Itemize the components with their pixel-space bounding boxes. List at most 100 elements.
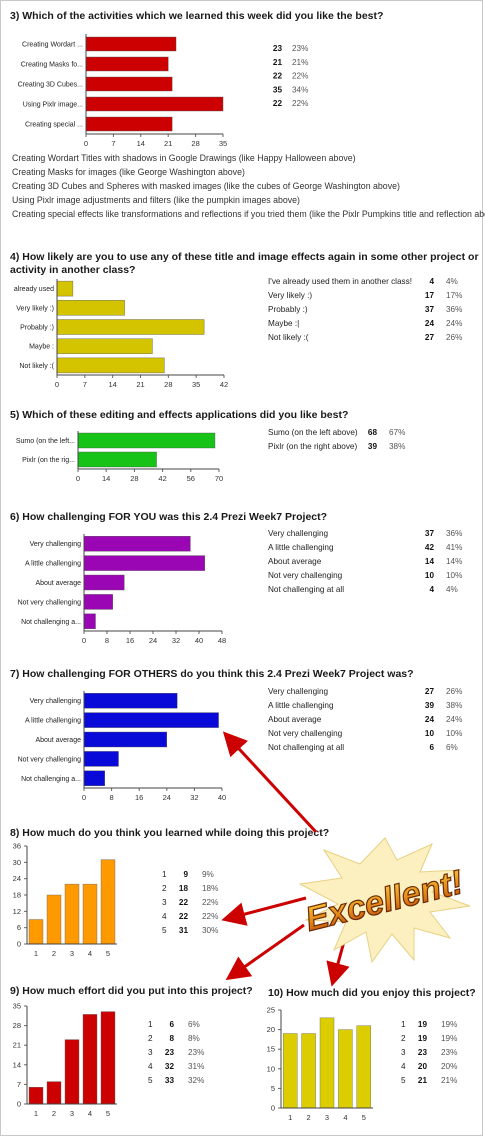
legend-count: 6 bbox=[429, 743, 434, 752]
x-tick-label: 32 bbox=[172, 636, 180, 645]
legend-label: I've already used them in another class! bbox=[268, 277, 412, 286]
legend-percent: 34% bbox=[292, 85, 308, 94]
legend-count: 10 bbox=[425, 571, 435, 580]
q7-legend: Very challenging 27 26% A little challengin… bbox=[268, 687, 462, 752]
y-tick-label: 21 bbox=[13, 1041, 21, 1050]
q4-chart: 0 7 14 21 28 35 42 already used Very likely :) Pr… bbox=[14, 279, 228, 389]
q3-descriptions: Creating Wordart Titles with shadows in … bbox=[12, 151, 485, 221]
legend-label: 1 bbox=[162, 870, 167, 879]
legend-percent: 22% bbox=[292, 99, 308, 108]
legend-percent: 36% bbox=[446, 305, 462, 314]
y-tick-label: 0 bbox=[17, 1100, 21, 1109]
y-tick-label: 0 bbox=[17, 940, 21, 949]
category-label: Maybe : bbox=[29, 344, 54, 351]
legend-count: 32 bbox=[165, 1062, 175, 1071]
legend-count: 4 bbox=[429, 585, 434, 594]
category-label: 5 bbox=[362, 1113, 366, 1120]
category-label: Using Pixlr image... bbox=[23, 102, 83, 109]
legend-count: 22 bbox=[179, 898, 189, 907]
category-label: Not very challenging bbox=[18, 599, 82, 606]
x-tick-label: 56 bbox=[187, 474, 195, 483]
legend-count: 8 bbox=[169, 1034, 174, 1043]
x-tick-label: 35 bbox=[192, 380, 200, 389]
legend-count: 27 bbox=[425, 333, 435, 342]
legend-percent: 41% bbox=[446, 543, 462, 552]
q10-chart: 0 5 10 15 20 25 1 2 3 4 5 bbox=[267, 1006, 373, 1120]
q3-legend: 23 23% 21 21% 22 22% 35 34% 22 22% bbox=[273, 44, 309, 108]
legend-label: 5 bbox=[148, 1076, 153, 1085]
y-tick-label: 30 bbox=[13, 858, 21, 867]
category-label: Not challenging a... bbox=[21, 776, 81, 783]
category-label: 5 bbox=[106, 1109, 110, 1118]
x-tick-label: 8 bbox=[105, 636, 109, 645]
legend-label: 4 bbox=[162, 912, 167, 921]
legend-percent: 30% bbox=[202, 926, 218, 935]
legend-label: Pixlr (on the right above) bbox=[268, 442, 357, 451]
x-tick-label: 40 bbox=[195, 636, 203, 645]
q3-description: Creating special effects like transforma… bbox=[12, 209, 485, 219]
legend-percent: 4% bbox=[446, 277, 458, 286]
q3-description: Creating Wordart Titles with shadows in … bbox=[12, 153, 356, 163]
legend-percent: 6% bbox=[446, 743, 458, 752]
x-tick-label: 0 bbox=[76, 474, 80, 483]
legend-label: Very challenging bbox=[268, 529, 329, 538]
legend-percent: 22% bbox=[202, 898, 218, 907]
category-label: 2 bbox=[307, 1113, 311, 1120]
q5-chart: 0 14 28 42 56 70 Sumo (on the left... Pixlr (on… bbox=[16, 431, 223, 483]
q10-legend: 1 19 19% 2 19 19% 3 23 23% 4 20 20% 5 21 21% bbox=[401, 1020, 457, 1085]
x-tick-label: 35 bbox=[219, 139, 227, 146]
category-label: 3 bbox=[70, 1109, 74, 1118]
q4-legend: I've already used them in another class!… bbox=[268, 277, 462, 342]
x-tick-label: 16 bbox=[135, 793, 143, 802]
legend-label: 3 bbox=[148, 1048, 153, 1057]
legend-label: A little challenging bbox=[268, 543, 334, 552]
arrow-to-q9 bbox=[225, 923, 305, 981]
x-tick-label: 0 bbox=[84, 139, 88, 146]
category-label: A little challenging bbox=[25, 561, 81, 568]
category-label: already used bbox=[14, 286, 54, 293]
category-label: Pixlr (on the rig... bbox=[22, 457, 75, 464]
x-tick-label: 32 bbox=[190, 793, 198, 802]
legend-percent: 38% bbox=[389, 442, 405, 451]
q9-legend: 1 6 6% 2 8 8% 3 23 23% 4 32 31% 5 33 32% bbox=[148, 1020, 204, 1085]
legend-label: Not challenging at all bbox=[268, 743, 344, 752]
starburst-shape bbox=[298, 837, 471, 964]
y-tick-label: 5 bbox=[271, 1084, 275, 1093]
category-label: Not very challenging bbox=[18, 756, 82, 763]
legend-percent: 32% bbox=[188, 1076, 204, 1085]
x-tick-label: 24 bbox=[163, 793, 171, 802]
q8-title: 8) How much do you think you learned whi… bbox=[10, 827, 330, 839]
legend-label: Not very challenging bbox=[268, 729, 343, 738]
y-tick-label: 20 bbox=[267, 1025, 275, 1034]
x-tick-label: 40 bbox=[218, 793, 226, 802]
q3-description: Using Pixlr image adjustments and filter… bbox=[12, 195, 300, 205]
legend-label: Not very challenging bbox=[268, 571, 343, 580]
legend-count: 31 bbox=[179, 926, 189, 935]
legend-count: 4 bbox=[429, 277, 434, 286]
legend-label: Not likely :( bbox=[268, 333, 309, 342]
x-tick-label: 0 bbox=[55, 380, 59, 389]
legend-percent: 22% bbox=[202, 912, 218, 921]
legend-count: 18 bbox=[179, 884, 189, 893]
legend-count: 22 bbox=[273, 72, 283, 81]
legend-label: About average bbox=[268, 715, 322, 724]
y-tick-label: 36 bbox=[13, 842, 21, 851]
x-tick-label: 7 bbox=[111, 139, 115, 146]
x-tick-label: 21 bbox=[164, 139, 172, 146]
y-tick-label: 14 bbox=[13, 1060, 21, 1069]
category-label: Very challenging bbox=[30, 698, 81, 705]
legend-label: 1 bbox=[401, 1020, 406, 1029]
legend-percent: 31% bbox=[188, 1062, 204, 1071]
legend-percent: 21% bbox=[441, 1076, 457, 1085]
legend-count: 19 bbox=[418, 1020, 428, 1029]
legend-count: 37 bbox=[425, 305, 435, 314]
q9-title: 9) How much effort did you put into this… bbox=[10, 985, 253, 997]
category-label: 4 bbox=[88, 1109, 92, 1118]
legend-percent: 4% bbox=[446, 585, 458, 594]
y-tick-label: 0 bbox=[271, 1104, 275, 1113]
legend-count: 33 bbox=[165, 1076, 175, 1085]
y-tick-label: 28 bbox=[13, 1021, 21, 1030]
legend-count: 9 bbox=[183, 870, 188, 879]
